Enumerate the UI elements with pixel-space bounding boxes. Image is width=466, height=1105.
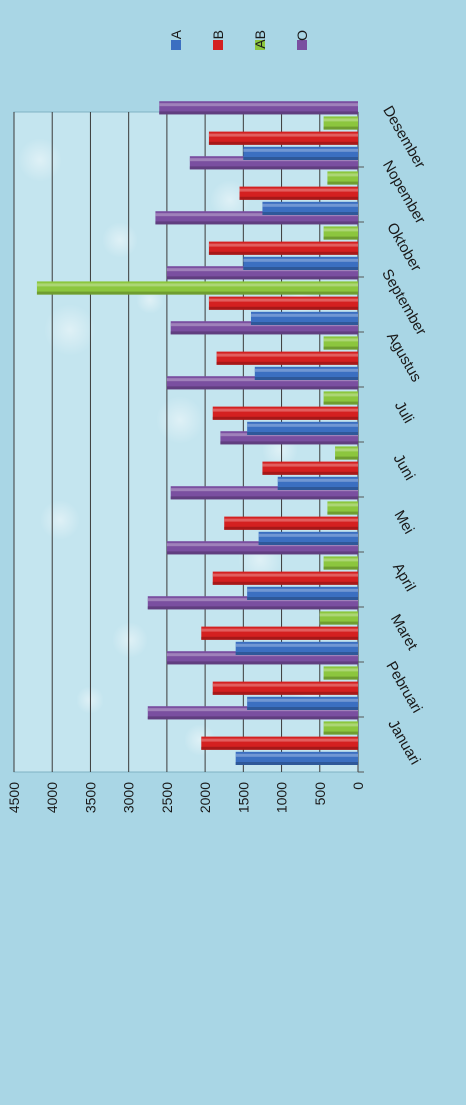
category-label: Maret xyxy=(387,611,421,653)
legend-label: AB xyxy=(252,30,268,49)
tick-label: 0 xyxy=(350,782,366,790)
legend-swatch-ab xyxy=(255,40,265,50)
tick-label: 4000 xyxy=(44,782,60,813)
tick-label: 4500 xyxy=(6,782,22,813)
tick-label: 1500 xyxy=(235,782,251,813)
category-label: Agustus xyxy=(383,330,425,385)
category-label: Januari xyxy=(384,717,423,768)
legend-swatch-a xyxy=(171,40,181,50)
category-label: Oktober xyxy=(383,220,424,275)
legend: A B AB O xyxy=(168,29,310,50)
tick-label: 2500 xyxy=(159,782,175,813)
legend-label: A xyxy=(168,29,184,39)
value-axis: 0 500 1000 1500 2000 2500 3000 3500 4000 4500 xyxy=(6,782,366,813)
legend-swatch-o xyxy=(297,40,307,50)
category-label: Juli xyxy=(391,398,417,426)
category-label: April xyxy=(389,560,419,594)
bars xyxy=(36,101,358,765)
tick-label: 3500 xyxy=(82,782,98,813)
tick-label: 3000 xyxy=(121,782,137,813)
legend-label: B xyxy=(210,30,226,39)
legend-swatch-b xyxy=(213,40,223,50)
category-label: Pebruari xyxy=(382,658,425,716)
tick-label: 2000 xyxy=(197,782,213,813)
category-label: Juni xyxy=(390,451,418,483)
tick-label: 500 xyxy=(312,782,328,806)
category-label: September xyxy=(378,266,429,338)
category-label: Mei xyxy=(390,508,417,537)
tick-label: 1000 xyxy=(274,782,290,813)
category-label: Nopember xyxy=(379,158,429,227)
legend-label: O xyxy=(294,30,310,41)
